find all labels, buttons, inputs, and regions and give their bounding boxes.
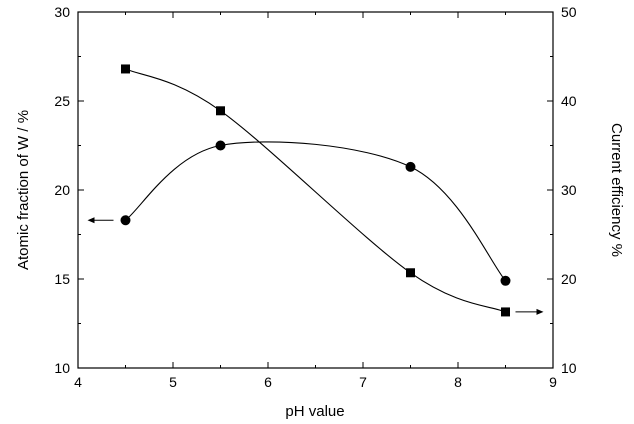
left-axis-arrowhead <box>87 217 95 224</box>
x-tick-label: 5 <box>169 374 177 390</box>
circle-marker <box>405 161 416 172</box>
series-curve-circle <box>125 141 506 282</box>
square-marker <box>121 64 130 74</box>
circle-marker <box>120 215 131 226</box>
right-y-tick-label: 50 <box>561 4 577 20</box>
x-tick-label: 6 <box>264 374 272 390</box>
left-y-tick-label: 25 <box>54 93 70 109</box>
left-y-axis-label: Atomic fraction of W / % <box>15 110 32 270</box>
x-tick-label: 8 <box>454 374 462 390</box>
circle-marker <box>215 140 226 151</box>
right-y-tick-label: 10 <box>561 360 577 376</box>
right-y-tick-label: 30 <box>561 182 577 198</box>
left-y-tick-label: 20 <box>54 182 70 198</box>
left-y-tick-label: 15 <box>54 271 70 287</box>
x-tick-label: 7 <box>359 374 367 390</box>
x-axis-ticks: 4 5 6 7 8 9 <box>74 12 557 390</box>
right-y-axis-ticks: 10 20 30 40 50 <box>547 4 577 376</box>
data-markers <box>120 64 511 317</box>
right-y-tick-label: 40 <box>561 93 577 109</box>
x-axis-label: pH value <box>285 403 344 420</box>
circle-marker <box>500 275 511 286</box>
axis-indicator-arrows <box>87 217 544 315</box>
trend-curves <box>125 68 506 313</box>
square-marker <box>216 106 225 116</box>
right-y-axis-label: Current efficiency % <box>608 123 625 257</box>
left-y-tick-label: 10 <box>54 360 70 376</box>
square-marker <box>501 307 510 317</box>
x-tick-label: 4 <box>74 374 82 390</box>
series-curve-square <box>125 68 506 313</box>
right-y-tick-label: 20 <box>561 271 577 287</box>
x-tick-label: 9 <box>549 374 557 390</box>
square-marker <box>406 268 415 278</box>
plot-frame <box>77 11 554 369</box>
plot-border <box>77 11 554 369</box>
left-y-axis-ticks: 10 15 20 25 30 <box>54 4 84 376</box>
left-y-tick-label: 30 <box>54 4 70 20</box>
right-axis-arrowhead <box>536 308 544 315</box>
